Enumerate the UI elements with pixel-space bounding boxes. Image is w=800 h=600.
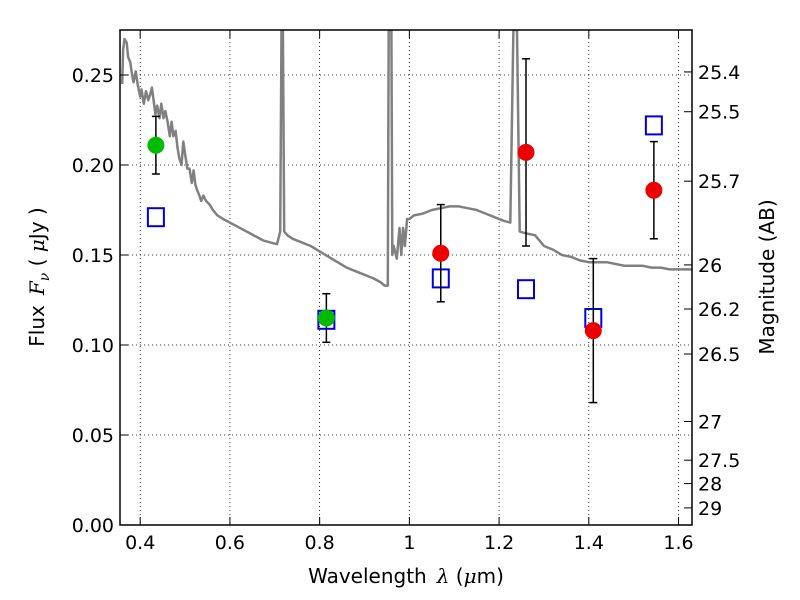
- red-flux-point: [432, 244, 450, 262]
- x-tick-label: 1.2: [484, 532, 514, 554]
- y-tick-label: 0.10: [72, 335, 114, 357]
- y-tick-label: 0.20: [72, 155, 114, 177]
- x-tick-label: 1.6: [663, 532, 693, 554]
- axis-ticks: 0.4 0.6 0.8 1 1.2 1.4 1.6 0.00 0.05 0.10 0.15 0.20 0…: [72, 30, 740, 554]
- y-tick-label: 0.15: [72, 245, 114, 267]
- template-spectrum-line: [120, 30, 692, 287]
- y2-tick-label: 25.7: [698, 171, 740, 193]
- grid-lines: [120, 30, 692, 526]
- y2-tick-label: 25.5: [698, 102, 740, 124]
- y2-tick-label: 27.5: [698, 450, 740, 472]
- model-flux-square: [146, 207, 165, 228]
- y2-tick-label: 25.4: [698, 62, 740, 84]
- y-tick-label: 0.25: [72, 65, 114, 87]
- plot-frame: [119, 29, 693, 526]
- y2-tick-label: 26: [698, 255, 722, 277]
- model-flux-square: [644, 115, 663, 136]
- x-tick-label: 0.4: [125, 532, 155, 554]
- y2-tick-label: 29: [698, 498, 722, 520]
- y-tick-label: 0.05: [72, 425, 114, 447]
- red-flux-point: [584, 322, 602, 340]
- model-flux-square: [517, 279, 536, 300]
- y2-tick-label: 28: [698, 474, 722, 496]
- y-tick-label: 0.00: [72, 515, 114, 537]
- green-flux-point: [147, 136, 165, 154]
- y2-axis-label: Magnitude (AB): [755, 199, 779, 354]
- red-flux-point: [517, 143, 535, 161]
- y2-tick-label: 26.5: [698, 344, 740, 366]
- x-tick-label: 0.6: [215, 532, 245, 554]
- x-axis-label: Wavelength λ (μm): [308, 564, 504, 588]
- y2-tick-label: 27: [698, 412, 722, 434]
- green-flux-point: [317, 309, 335, 327]
- x-tick-label: 0.8: [305, 532, 335, 554]
- y-axis-label: FluxFν ( μJy ): [25, 207, 53, 346]
- y2-tick-label: 26.2: [698, 299, 740, 321]
- x-tick-label: 1.4: [574, 532, 604, 554]
- x-tick-label: 1: [403, 532, 415, 554]
- red-flux-point: [645, 181, 663, 199]
- data-layer: [120, 30, 692, 404]
